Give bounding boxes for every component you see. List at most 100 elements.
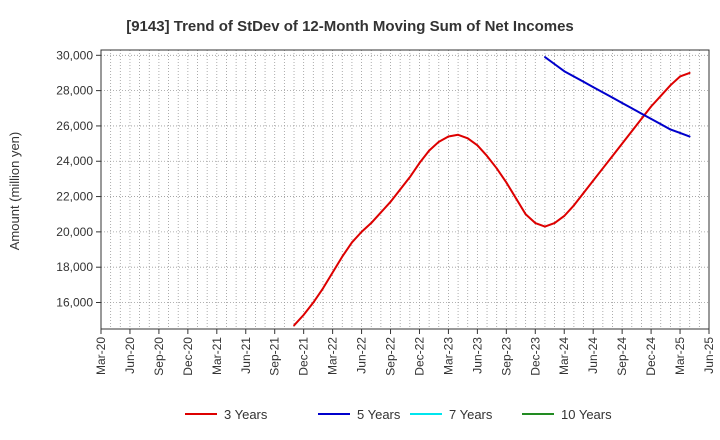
data-point bbox=[322, 287, 324, 290]
data-point bbox=[630, 130, 633, 133]
data-point bbox=[302, 313, 305, 316]
data-point bbox=[408, 176, 411, 179]
data-point bbox=[659, 95, 662, 97]
y-tick-label: 28,000 bbox=[56, 84, 93, 98]
data-point bbox=[659, 123, 662, 126]
data-point bbox=[630, 107, 633, 110]
data-point bbox=[418, 162, 421, 164]
x-tick-label: Dec-23 bbox=[528, 337, 542, 376]
data-point bbox=[688, 72, 691, 74]
legend-label: 10 Years bbox=[561, 407, 612, 422]
y-tick-label: 22,000 bbox=[56, 190, 93, 204]
data-point bbox=[399, 188, 402, 191]
legend-label: 5 Years bbox=[357, 407, 401, 422]
x-tick-label: Sep-23 bbox=[499, 337, 513, 376]
data-point bbox=[572, 75, 575, 78]
data-point bbox=[688, 135, 691, 138]
data-point bbox=[515, 197, 517, 200]
data-point bbox=[592, 179, 595, 182]
data-point bbox=[370, 222, 373, 224]
data-point bbox=[563, 215, 566, 217]
x-tick-label: Jun-23 bbox=[470, 337, 484, 374]
data-point bbox=[582, 80, 585, 83]
x-tick-label: Sep-21 bbox=[268, 337, 282, 376]
data-point bbox=[669, 84, 672, 87]
x-tick-label: Dec-22 bbox=[412, 337, 426, 376]
data-point bbox=[447, 135, 450, 138]
data-point bbox=[601, 167, 604, 170]
data-point bbox=[360, 230, 363, 233]
y-axis-label: Amount (million yen) bbox=[7, 132, 22, 251]
x-tick-label: Jun-24 bbox=[586, 337, 600, 374]
legend-label: 3 Years bbox=[224, 407, 268, 422]
data-point bbox=[679, 132, 681, 134]
y-tick-label: 20,000 bbox=[56, 225, 93, 239]
y-tick-label: 26,000 bbox=[56, 119, 93, 133]
data-point bbox=[611, 96, 614, 99]
data-point bbox=[331, 271, 334, 274]
data-point bbox=[553, 222, 556, 224]
data-point bbox=[486, 155, 488, 157]
legend-label: 7 Years bbox=[449, 407, 493, 422]
data-point bbox=[621, 102, 624, 104]
data-point bbox=[534, 222, 537, 224]
chart-title: [9143] Trend of StDev of 12-Month Moving… bbox=[126, 18, 574, 35]
x-tick-label: Jun-20 bbox=[123, 337, 137, 374]
x-tick-label: Mar-24 bbox=[557, 337, 571, 375]
data-point bbox=[582, 192, 585, 194]
data-point bbox=[466, 137, 469, 140]
x-tick-label: Sep-24 bbox=[615, 337, 629, 376]
x-tick-label: Dec-21 bbox=[297, 337, 311, 376]
series-line-5-years bbox=[544, 56, 691, 138]
y-tick-label: 30,000 bbox=[56, 48, 93, 62]
legend: 3 Years 5 Years 7 Years 10 Years bbox=[185, 407, 612, 422]
data-point bbox=[293, 324, 295, 327]
data-point bbox=[669, 128, 672, 131]
data-point bbox=[457, 133, 459, 136]
data-point bbox=[611, 155, 614, 157]
x-tick-label: Jun-22 bbox=[355, 337, 369, 374]
x-tick-label: Mar-22 bbox=[326, 337, 340, 375]
data-point bbox=[312, 301, 315, 304]
data-point bbox=[650, 117, 652, 120]
data-point bbox=[544, 225, 546, 228]
x-tick-label: Mar-21 bbox=[210, 337, 224, 375]
y-tick-label: 24,000 bbox=[56, 154, 93, 168]
y-tick-label: 16,000 bbox=[56, 296, 93, 310]
data-point bbox=[650, 105, 652, 108]
plot-border bbox=[100, 49, 710, 330]
data-point bbox=[544, 56, 546, 58]
data-point bbox=[495, 167, 498, 170]
data-point bbox=[351, 241, 353, 244]
data-point bbox=[428, 149, 431, 152]
plot-background bbox=[101, 50, 709, 329]
data-point bbox=[389, 200, 392, 203]
data-point bbox=[592, 86, 595, 88]
x-tick-label: Sep-22 bbox=[384, 337, 398, 376]
data-point bbox=[505, 181, 508, 184]
data-point bbox=[379, 211, 382, 214]
plot-area: 16,000 18,000 20,000 22,000 24,000 26,000 28,0… bbox=[56, 48, 716, 375]
x-tick-label: Dec-24 bbox=[644, 337, 658, 376]
x-tick-label: Mar-20 bbox=[94, 337, 108, 375]
data-point bbox=[476, 144, 479, 147]
data-point bbox=[640, 117, 643, 120]
x-tick-label: Jun-21 bbox=[239, 337, 253, 374]
data-point bbox=[437, 140, 440, 143]
x-tick-label: Sep-20 bbox=[152, 337, 166, 376]
x-tick-label: Jun-25 bbox=[702, 337, 716, 374]
x-tick-label: Mar-25 bbox=[673, 337, 687, 375]
series-line-3-years bbox=[293, 72, 691, 327]
x-tick-label: Mar-23 bbox=[441, 337, 455, 375]
data-point bbox=[524, 213, 527, 216]
x-tick-label: Dec-20 bbox=[181, 337, 195, 376]
data-point bbox=[341, 255, 344, 258]
y-tick-label: 18,000 bbox=[56, 260, 93, 274]
data-point bbox=[601, 91, 604, 94]
data-point bbox=[572, 204, 575, 207]
data-point bbox=[679, 75, 681, 78]
data-point bbox=[640, 112, 643, 115]
data-point bbox=[621, 142, 624, 145]
data-point bbox=[563, 70, 566, 73]
